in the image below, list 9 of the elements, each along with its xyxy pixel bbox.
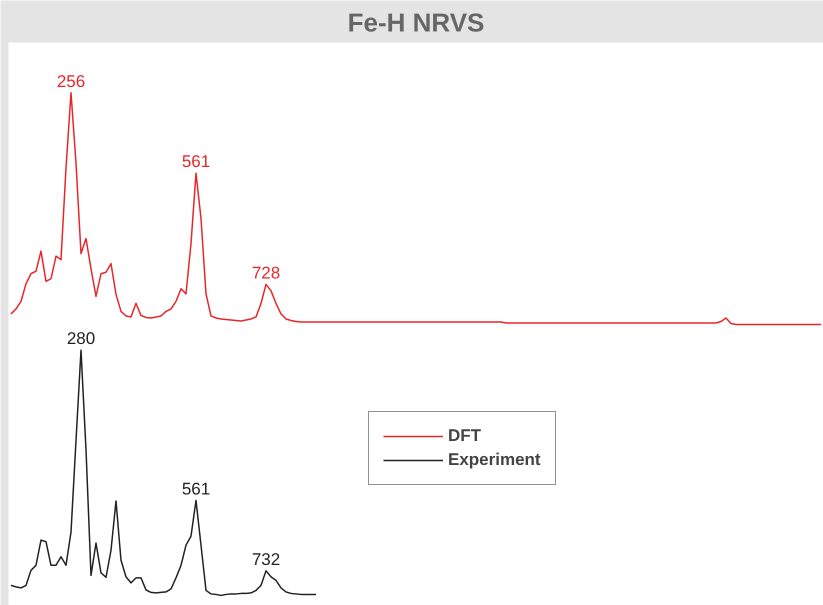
annotation: 561 xyxy=(182,152,210,172)
annotation: 280 xyxy=(66,329,96,348)
annotation: 561 xyxy=(182,479,210,498)
legend-label: Experiment xyxy=(448,450,541,470)
annotation: 732 xyxy=(252,550,280,569)
legend-label: DFT xyxy=(448,426,482,446)
annotation: 256 xyxy=(56,72,86,91)
annotation: 728 xyxy=(252,263,280,282)
chart-title: Fe-H NRVS xyxy=(348,8,484,38)
